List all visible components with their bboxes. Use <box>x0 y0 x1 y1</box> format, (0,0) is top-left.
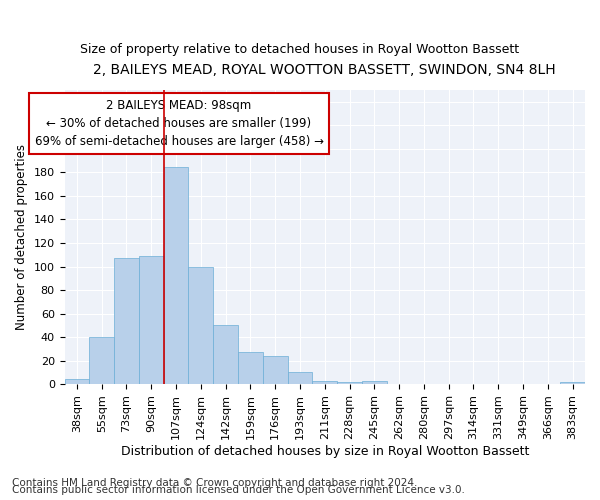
Text: Contains HM Land Registry data © Crown copyright and database right 2024.: Contains HM Land Registry data © Crown c… <box>12 478 418 488</box>
Text: 2 BAILEYS MEAD: 98sqm
← 30% of detached houses are smaller (199)
69% of semi-det: 2 BAILEYS MEAD: 98sqm ← 30% of detached … <box>35 99 323 148</box>
Bar <box>114 258 139 384</box>
Bar <box>188 266 213 384</box>
Bar <box>362 380 387 384</box>
Bar <box>313 380 337 384</box>
Text: Contains public sector information licensed under the Open Government Licence v3: Contains public sector information licen… <box>12 485 465 495</box>
Bar <box>238 352 263 384</box>
X-axis label: Distribution of detached houses by size in Royal Wootton Bassett: Distribution of detached houses by size … <box>121 444 529 458</box>
Bar <box>89 337 114 384</box>
Text: Size of property relative to detached houses in Royal Wootton Bassett: Size of property relative to detached ho… <box>80 42 520 56</box>
Bar <box>164 166 188 384</box>
Bar <box>263 356 287 384</box>
Bar <box>65 380 89 384</box>
Bar <box>337 382 362 384</box>
Y-axis label: Number of detached properties: Number of detached properties <box>15 144 28 330</box>
Bar <box>560 382 585 384</box>
Title: 2, BAILEYS MEAD, ROYAL WOOTTON BASSETT, SWINDON, SN4 8LH: 2, BAILEYS MEAD, ROYAL WOOTTON BASSETT, … <box>94 62 556 76</box>
Bar <box>213 326 238 384</box>
Bar <box>287 372 313 384</box>
Bar <box>139 256 164 384</box>
